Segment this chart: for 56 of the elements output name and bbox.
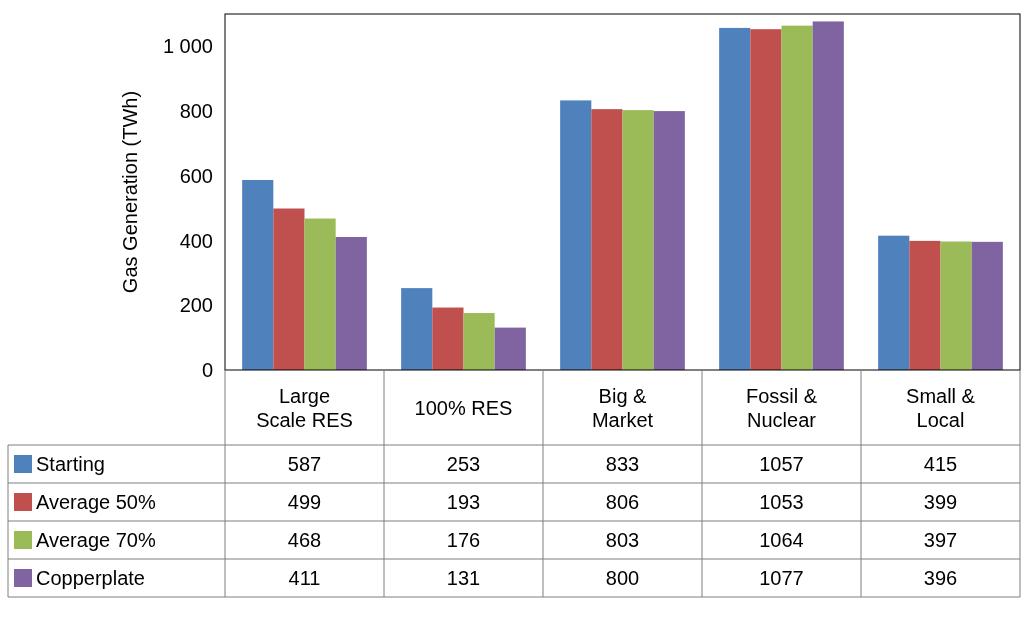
data-label: 1077 [759,567,804,589]
y-axis-title: Gas Generation (TWh) [119,90,141,294]
bar [909,240,941,370]
bar [940,241,972,370]
x-tick-label: Fossil & Nuclear [745,384,818,431]
data-label: 468 [287,529,322,551]
bar [591,109,623,370]
bar [719,27,751,370]
data-label: 806 [605,491,640,513]
x-tick-label: Big & Market [591,384,654,431]
data-label: 396 [923,567,958,589]
y-tick-label: 400 [179,229,213,252]
legend-label: Copperplate [36,567,145,589]
data-label: 803 [605,529,640,551]
data-label: 1053 [759,491,804,513]
data-label: 833 [605,453,640,475]
legend-label: Starting [36,453,105,475]
y-tick-label: 0 [201,359,213,381]
x-tick-label: Small & Local [906,384,976,431]
legend-label: Average 70% [36,529,156,551]
data-label: 193 [446,491,481,513]
y-tick-label: 800 [179,100,213,123]
y-tick-label: 200 [179,294,213,317]
data-label: 397 [923,529,958,551]
bar [304,218,336,370]
data-label: 131 [446,567,481,589]
bar [335,236,367,370]
data-label: 176 [446,529,481,551]
data-label: 399 [923,491,958,513]
data-label: 1064 [759,529,804,551]
bar [971,241,1003,370]
data-label: 499 [287,491,322,513]
bar [463,313,495,370]
bar [812,21,844,370]
data-label: 253 [446,453,481,475]
bar [750,29,782,370]
y-tick-label: 600 [179,164,213,187]
bar [781,25,813,370]
data-label: 1057 [759,453,804,475]
bar [401,288,433,370]
data-label: 411 [288,567,321,589]
bar [653,111,685,370]
bar [273,208,305,370]
bar [242,180,274,370]
bar [432,307,464,370]
data-label: 415 [923,453,958,475]
legend-label: Average 50% [36,491,156,513]
data-label: 587 [287,453,322,475]
x-tick-label: Large Scale RES [256,384,353,431]
bar [878,235,910,370]
bar [560,100,592,370]
x-tick-label: 100% RES [414,396,513,419]
data-label: 800 [605,567,640,589]
bar [494,327,526,370]
bar [622,110,654,370]
y-tick-label: 1 000 [162,35,213,58]
